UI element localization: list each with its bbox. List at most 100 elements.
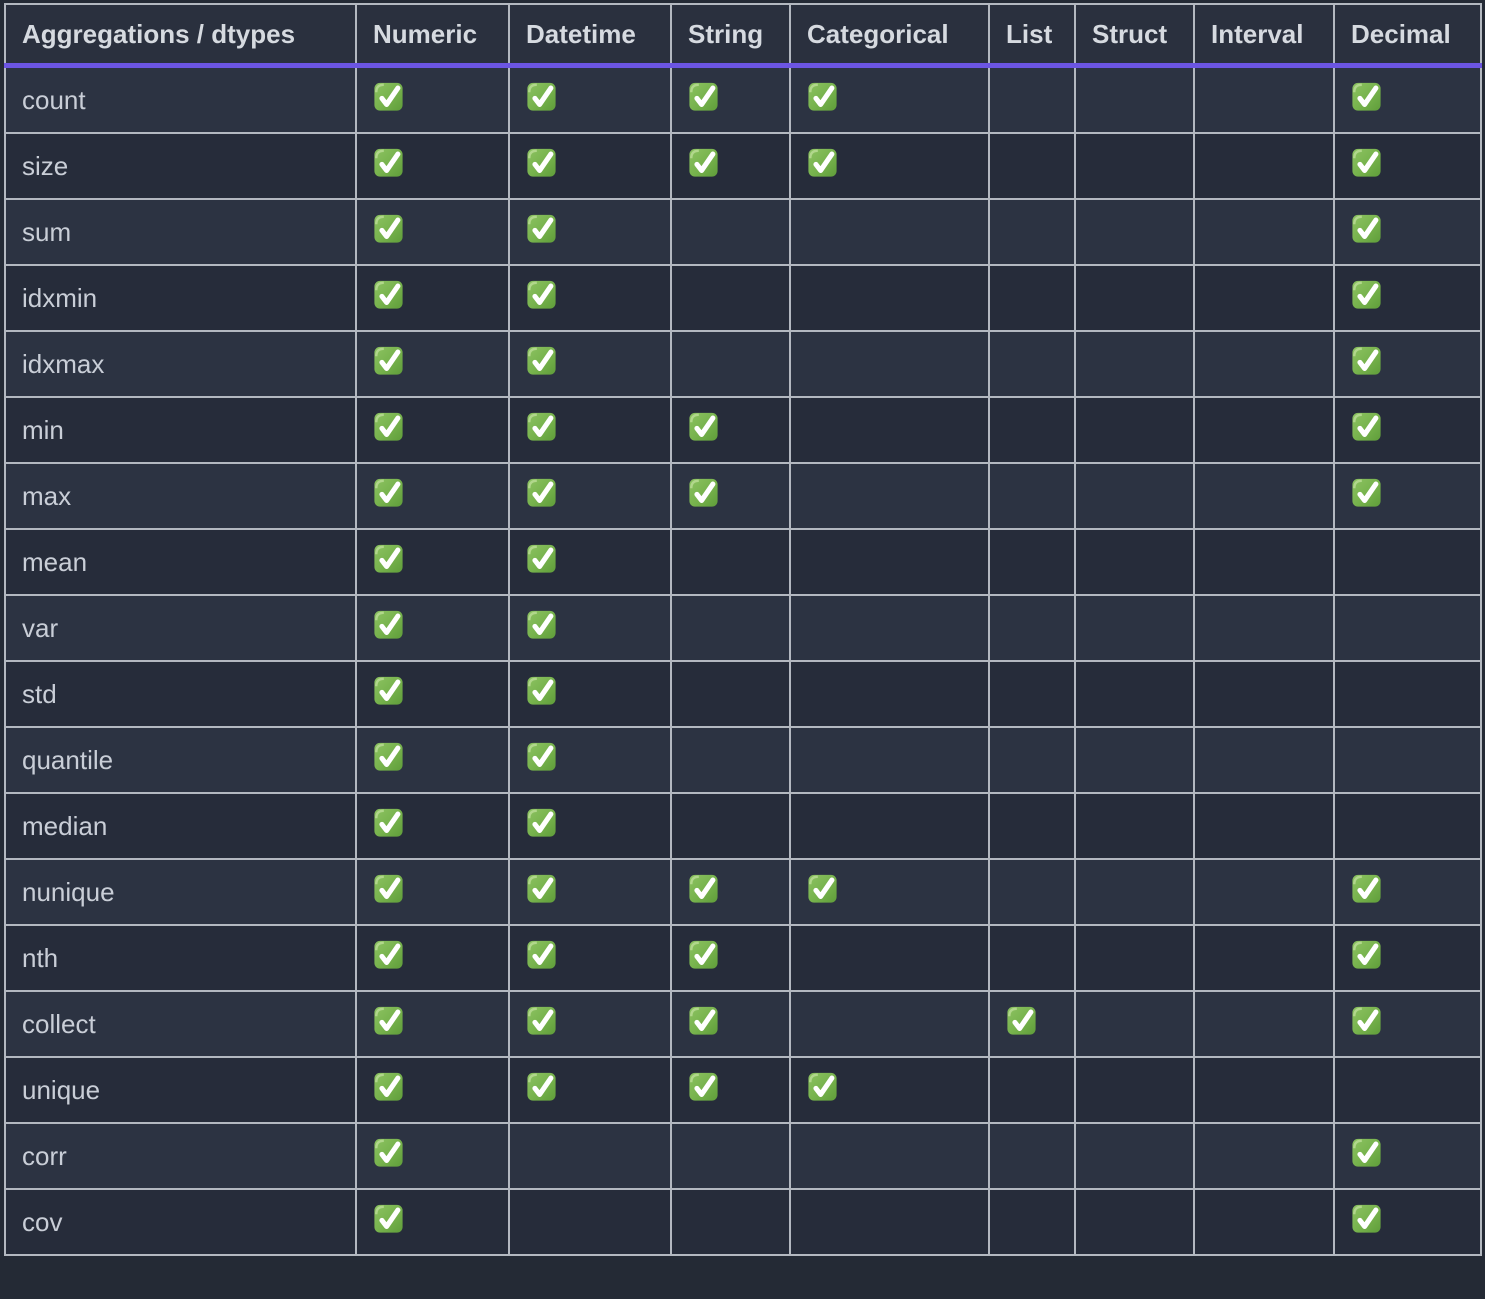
row-label-idxmax: idxmax: [4, 330, 357, 398]
cell-std-numeric: [355, 660, 510, 728]
cell-cov-struct: [1074, 1188, 1195, 1256]
cell-collect-datetime: [508, 990, 672, 1058]
cell-max-numeric: [355, 462, 510, 530]
check-mark-icon: [373, 741, 404, 772]
cell-corr-numeric: [355, 1122, 510, 1190]
check-mark-icon: [1351, 81, 1382, 112]
header-row: Aggregations / dtypes Numeric Datetime Stri…: [4, 3, 1482, 68]
cell-idxmax-interval: [1193, 330, 1335, 398]
cell-std-string: [670, 660, 791, 728]
column-header-categorical: Categorical: [789, 3, 990, 68]
cell-nth-categorical: [789, 924, 990, 992]
cell-median-string: [670, 792, 791, 860]
cell-var-numeric: [355, 594, 510, 662]
cell-count-struct: [1074, 64, 1195, 134]
table-row-max: max: [4, 462, 1482, 530]
column-header-interval: Interval: [1193, 3, 1335, 68]
row-label-quantile: quantile: [4, 726, 357, 794]
cell-min-categorical: [789, 396, 990, 464]
cell-var-categorical: [789, 594, 990, 662]
check-mark-icon: [373, 411, 404, 442]
cell-sum-struct: [1074, 198, 1195, 266]
check-mark-icon: [1351, 873, 1382, 904]
check-mark-icon: [688, 477, 719, 508]
check-mark-icon: [373, 873, 404, 904]
cell-collect-numeric: [355, 990, 510, 1058]
cell-var-list: [988, 594, 1076, 662]
check-mark-icon: [688, 873, 719, 904]
check-mark-icon: [373, 477, 404, 508]
cell-idxmax-categorical: [789, 330, 990, 398]
check-mark-icon: [526, 147, 557, 178]
cell-count-datetime: [508, 64, 672, 134]
cell-nunique-interval: [1193, 858, 1335, 926]
cell-size-list: [988, 132, 1076, 200]
cell-median-datetime: [508, 792, 672, 860]
check-mark-icon: [373, 1203, 404, 1234]
cell-var-string: [670, 594, 791, 662]
cell-max-interval: [1193, 462, 1335, 530]
check-mark-icon: [1351, 147, 1382, 178]
check-mark-icon: [373, 675, 404, 706]
check-mark-icon: [526, 807, 557, 838]
cell-mean-interval: [1193, 528, 1335, 596]
table-row-nunique: nunique: [4, 858, 1482, 926]
cell-unique-list: [988, 1056, 1076, 1124]
table-row-cov: cov: [4, 1188, 1482, 1256]
cell-size-numeric: [355, 132, 510, 200]
cell-count-list: [988, 64, 1076, 134]
row-label-size: size: [4, 132, 357, 200]
row-label-nunique: nunique: [4, 858, 357, 926]
cell-median-numeric: [355, 792, 510, 860]
row-label-sum: sum: [4, 198, 357, 266]
row-label-mean: mean: [4, 528, 357, 596]
cell-size-decimal: [1333, 132, 1482, 200]
table-row-nth: nth: [4, 924, 1482, 992]
check-mark-icon: [526, 81, 557, 112]
cell-cov-numeric: [355, 1188, 510, 1256]
cell-std-struct: [1074, 660, 1195, 728]
cell-std-categorical: [789, 660, 990, 728]
check-mark-icon: [1351, 477, 1382, 508]
table-row-collect: collect: [4, 990, 1482, 1058]
column-header-list: List: [988, 3, 1076, 68]
table-row-idxmax: idxmax: [4, 330, 1482, 398]
table-row-var: var: [4, 594, 1482, 662]
check-mark-icon: [526, 213, 557, 244]
cell-max-decimal: [1333, 462, 1482, 530]
cell-quantile-interval: [1193, 726, 1335, 794]
cell-quantile-numeric: [355, 726, 510, 794]
check-mark-icon: [807, 147, 838, 178]
row-label-unique: unique: [4, 1056, 357, 1124]
cell-max-string: [670, 462, 791, 530]
row-label-var: var: [4, 594, 357, 662]
cell-max-struct: [1074, 462, 1195, 530]
cell-size-struct: [1074, 132, 1195, 200]
cell-idxmin-numeric: [355, 264, 510, 332]
cell-cov-list: [988, 1188, 1076, 1256]
check-mark-icon: [1351, 411, 1382, 442]
cell-var-struct: [1074, 594, 1195, 662]
cell-median-struct: [1074, 792, 1195, 860]
cell-idxmin-decimal: [1333, 264, 1482, 332]
cell-nunique-struct: [1074, 858, 1195, 926]
cell-nth-interval: [1193, 924, 1335, 992]
check-mark-icon: [526, 279, 557, 310]
column-header-datetime: Datetime: [508, 3, 672, 68]
cell-count-numeric: [355, 64, 510, 134]
check-mark-icon: [526, 477, 557, 508]
cell-count-string: [670, 64, 791, 134]
check-mark-icon: [807, 1071, 838, 1102]
column-header-string: String: [670, 3, 791, 68]
cell-min-list: [988, 396, 1076, 464]
check-mark-icon: [1351, 213, 1382, 244]
cell-mean-datetime: [508, 528, 672, 596]
table-row-count: count: [4, 64, 1482, 134]
cell-nth-string: [670, 924, 791, 992]
cell-nth-datetime: [508, 924, 672, 992]
row-label-max: max: [4, 462, 357, 530]
cell-var-datetime: [508, 594, 672, 662]
row-label-idxmin: idxmin: [4, 264, 357, 332]
table-row-idxmin: idxmin: [4, 264, 1482, 332]
row-label-cov: cov: [4, 1188, 357, 1256]
